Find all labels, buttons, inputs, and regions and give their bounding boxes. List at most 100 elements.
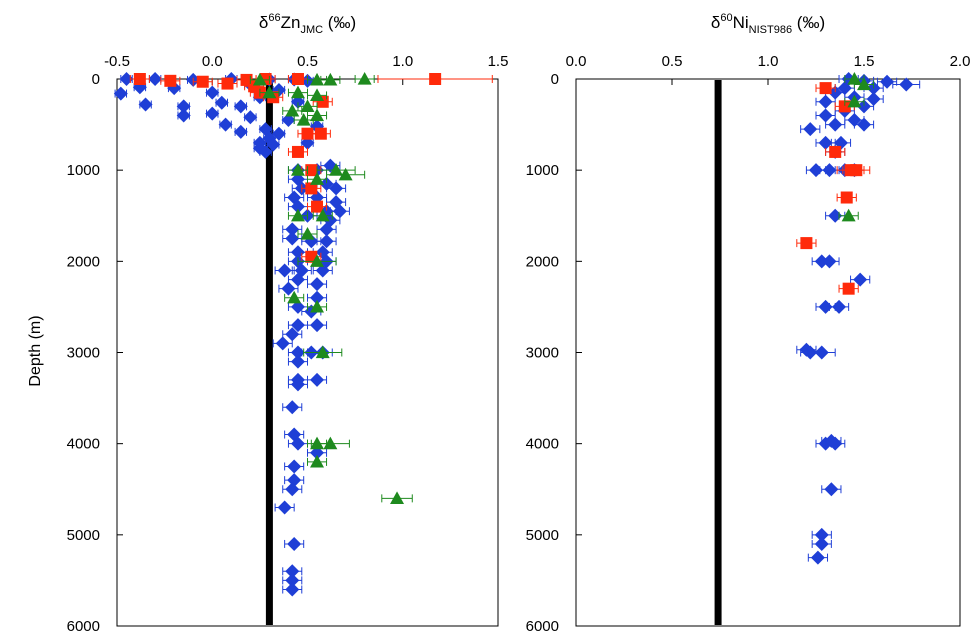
zinc-diamond-point (315, 263, 330, 278)
zinc-diamond-point (233, 99, 248, 114)
zinc-diamond-point (310, 290, 325, 305)
nickel-diamond-point (824, 482, 839, 497)
nickel-title-part: δ (711, 13, 720, 32)
zinc-diamond-point (290, 272, 305, 287)
zinc-diamond-point (176, 108, 191, 123)
nickel-y-tick-label: 4000 (526, 436, 559, 453)
zinc-diamond-point (285, 400, 300, 415)
zinc-diamond-point (277, 263, 292, 278)
nickel-plot-frame (575, 78, 961, 627)
nickel-diamond-point (822, 254, 837, 269)
zinc-diamond-point (148, 72, 163, 86)
nickel-y-tick-label: 3000 (526, 345, 559, 362)
zinc-y-tick-label: 1000 (67, 162, 100, 179)
zinc-square-point (291, 73, 304, 85)
zinc-diamond-point (285, 327, 300, 342)
zinc-triangle-point (252, 72, 267, 86)
nickel-diamond-point (847, 113, 862, 128)
zinc-triangle-point (310, 254, 325, 267)
nickel-square-point (819, 82, 832, 95)
zinc-title-part: (‰) (323, 13, 356, 32)
zinc-triangle-point (390, 491, 405, 504)
zinc-diamond-point (310, 277, 325, 292)
zinc-title-part: δ (259, 13, 268, 32)
nickel-diamond-point (832, 299, 847, 314)
nickel-diamond-point (818, 135, 833, 150)
zinc-triangle-point (290, 85, 305, 99)
zinc-diamond-point (285, 564, 300, 579)
zinc-square-point (429, 73, 442, 85)
zinc-diamond-point (266, 137, 281, 152)
nickel-x-tick-label: 2.0 (950, 53, 971, 70)
nickel-title-part: (‰) (792, 13, 825, 32)
zinc-square-point (314, 127, 327, 140)
zinc-triangle-point (338, 167, 353, 181)
nickel-diamond-point (814, 527, 829, 542)
zinc-square-point (291, 145, 304, 158)
zinc-diamond-point (310, 318, 325, 333)
zinc-diamond-point (319, 234, 334, 249)
zinc-diamond-point (315, 245, 330, 260)
zinc-diamond-point (176, 99, 191, 114)
zinc-square-point (164, 74, 177, 87)
zinc-triangle-point (290, 208, 305, 222)
zinc-diamond-point (205, 106, 220, 121)
zinc-axis-title: δ66ZnJMC (‰) (259, 12, 356, 36)
zinc-diamond-point (233, 124, 248, 139)
nickel-diamond-point (857, 117, 871, 132)
nickel-triangle-point (841, 208, 856, 222)
zinc-x-tick-label: -0.5 (104, 53, 130, 70)
zinc-diamond-point (310, 445, 325, 460)
zinc-diamond-point (113, 86, 128, 101)
nickel-x-tick-label: 0.5 (662, 53, 683, 70)
zinc-y-tick-label: 3000 (67, 345, 100, 362)
zinc-y-tick-label: 2000 (67, 253, 100, 270)
nickel-diamond-point (818, 108, 833, 123)
zinc-x-tick-label: 0.5 (297, 53, 318, 70)
nickel-square-point (850, 164, 863, 177)
zinc-diamond-point (290, 377, 305, 392)
zinc-diamond-point (290, 354, 305, 369)
nickel-diamond-point (814, 345, 829, 360)
zinc-diamond-point (319, 176, 334, 191)
zinc-triangle-point (262, 85, 277, 99)
zinc-title-part: 66 (268, 12, 280, 24)
nickel-diamond-point (810, 550, 825, 565)
zinc-diamond-point (287, 473, 302, 488)
zinc-triangle-point (310, 88, 325, 102)
nickel-y-tick-label: 1000 (526, 162, 559, 179)
zinc-x-tick-label: 0.0 (202, 53, 223, 70)
zinc-diamond-point (290, 199, 305, 214)
zinc-diamond-point (290, 94, 305, 109)
nickel-square-point (838, 100, 851, 113)
nickel-triangle-point (857, 77, 871, 91)
nickel-title-part: NIST986 (749, 24, 792, 36)
nickel-title-part: 60 (720, 12, 732, 24)
nickel-triangle-point (847, 72, 862, 85)
zinc-triangle-point (357, 72, 372, 85)
zinc-triangle-point (310, 436, 325, 450)
nickel-diamond-point (837, 81, 852, 96)
zinc-diamond-point (287, 459, 302, 474)
zinc-diamond-point (285, 231, 300, 246)
nickel-diamond-point (828, 117, 843, 132)
zinc-diamond-point (214, 95, 229, 110)
zinc-triangle-point (315, 345, 330, 359)
nickel-y-tick-label: 6000 (526, 618, 559, 635)
zinc-diamond-point (290, 245, 305, 260)
zinc-diamond-point (287, 536, 302, 551)
zinc-diamond-point (319, 222, 334, 237)
zinc-diamond-point (332, 204, 347, 219)
nickel-square-point (829, 145, 842, 158)
nickel-y-tick-label: 0 (551, 71, 559, 88)
zinc-triangle-point (323, 436, 338, 450)
nickel-x-tick-label: 0.0 (566, 53, 587, 70)
zinc-square-point (305, 164, 318, 177)
zinc-diamond-point (329, 181, 344, 196)
zinc-diamond-point (281, 113, 296, 128)
nickel-diamond-point (880, 74, 895, 89)
zinc-diamond-point (275, 336, 290, 351)
zinc-x-tick-label: 1.0 (392, 53, 413, 70)
nickel-square-point (800, 237, 813, 250)
zinc-y-tick-label: 6000 (67, 618, 100, 635)
